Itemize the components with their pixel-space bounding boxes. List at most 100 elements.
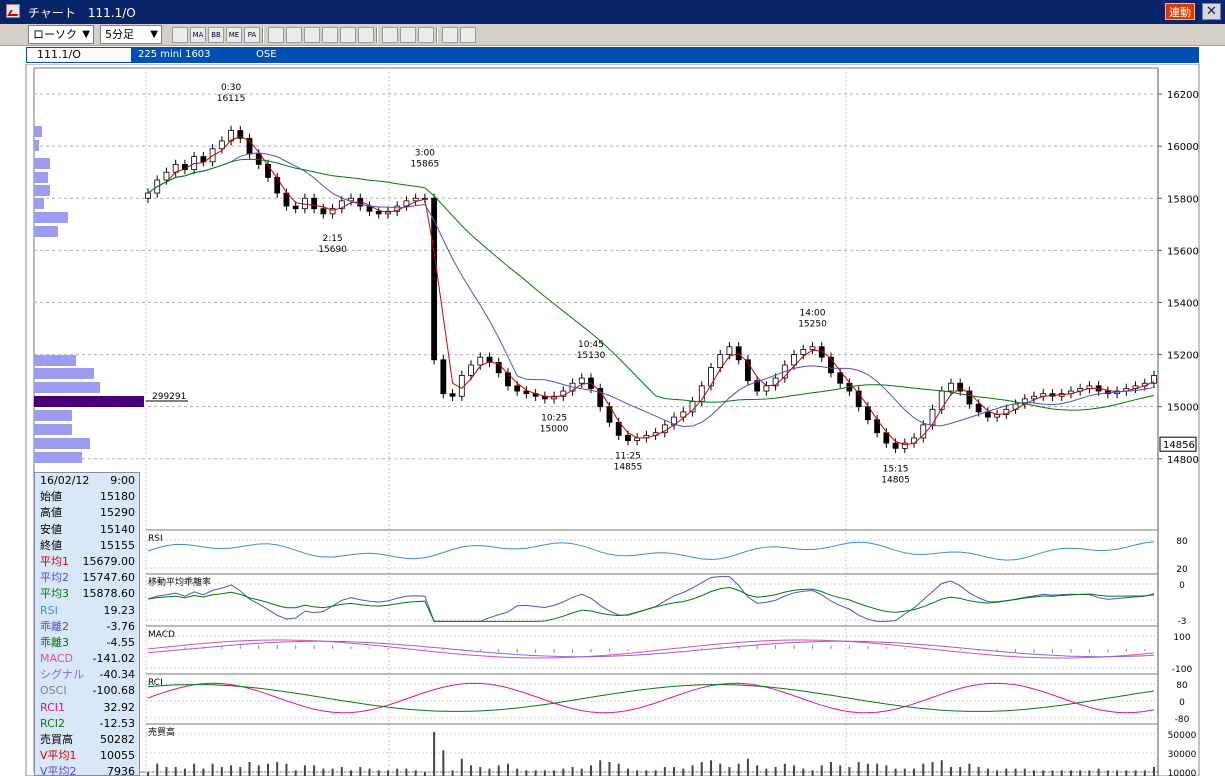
volume-profile-bar [34, 126, 42, 137]
ohlc-label: OSCI [40, 684, 67, 698]
annotation-price-label: 16115 [217, 94, 246, 104]
ohlc-label: V平均1 [40, 749, 77, 763]
candle-body [984, 411, 991, 418]
interval-select[interactable]: 5分足 ▼ [100, 25, 162, 44]
ohlc-label: RSI [40, 603, 58, 617]
pane-tick-label: 50000 [1168, 731, 1197, 741]
chart-type-select[interactable]: ローソク ▼ [28, 25, 94, 44]
calendar-icon[interactable] [340, 27, 356, 43]
candle-body [948, 382, 954, 392]
ma-icon[interactable]: MA [190, 27, 206, 43]
close-icon[interactable]: ✕ [1202, 3, 1221, 20]
candle-body [145, 192, 151, 199]
price-tick-label: 16000 [1167, 142, 1199, 153]
me-icon[interactable]: ME [226, 27, 242, 43]
zoom-icon[interactable] [322, 27, 338, 43]
ohlc-value: 15180 [100, 490, 135, 504]
candle-body [338, 200, 345, 210]
candle-body [265, 163, 271, 178]
candle-body [283, 192, 290, 207]
pa-icon[interactable]: PA [244, 27, 260, 43]
ohlc-row: V平均2 7936 [35, 764, 139, 776]
chevron-down-icon: ▼ [82, 29, 90, 40]
ohlc-value: 10055 [100, 749, 135, 763]
ohlc-label: 安値 [40, 522, 62, 536]
annotation-price-label: 15130 [577, 351, 606, 361]
ohlc-label: 乖離3 [40, 635, 69, 649]
candle-body [745, 359, 751, 382]
price-tick-label: 15400 [1167, 298, 1199, 309]
ohlc-label: 乖離2 [40, 619, 69, 633]
price-tick-label: 15200 [1167, 351, 1199, 362]
volume-profile-bar [34, 212, 68, 223]
candle-body [366, 205, 373, 212]
pane-tick-label: -80 [1175, 715, 1190, 725]
candle-body [883, 432, 890, 444]
rci-line [147, 682, 1155, 714]
bb-icon[interactable]: BB [208, 27, 224, 43]
ohlc-row: 乖離2 -3.76 [35, 619, 139, 635]
kagi-icon[interactable] [304, 27, 320, 43]
ohlc-label: RCI1 [40, 700, 66, 714]
price-chart[interactable]: 16200 16000 15800 15600 15400 15200 15000 14800… [0, 64, 1225, 776]
ohlc-label: シグナル [40, 668, 84, 682]
cursor-icon[interactable] [400, 27, 416, 43]
ohlc-value: 32.92 [103, 700, 136, 714]
ohlc-row: V平均1 10055 [35, 748, 139, 764]
ohlc-value: 7936 [107, 765, 135, 776]
candle-body [440, 359, 447, 395]
candle-body [495, 361, 502, 374]
clear-icon[interactable] [460, 27, 476, 43]
ohlc-value: 50282 [100, 733, 135, 746]
volume-profile-peak-bar [34, 396, 144, 407]
candle-body [237, 130, 244, 139]
price-tick-label: 15600 [1167, 246, 1199, 257]
volume-profile-bar [34, 198, 44, 209]
candle-body [615, 421, 622, 436]
volume-icon[interactable] [358, 27, 374, 43]
line-icon[interactable] [268, 27, 284, 43]
link-button[interactable]: 連動 [1165, 3, 1195, 20]
ohlc-label: 始値 [40, 490, 62, 504]
pane-label: RCI [148, 678, 163, 688]
pane-label: 売買高 [148, 726, 175, 738]
pane-tick-label: 10000 [1168, 769, 1197, 776]
ohlc-row: 始値 15180 [35, 489, 139, 505]
ohlc-label: V平均2 [40, 765, 77, 776]
candle-body [837, 372, 844, 384]
rsi-line [147, 541, 1155, 561]
candle-body [772, 377, 779, 387]
candle-body [901, 442, 908, 449]
candle-body [431, 197, 438, 361]
candle-icon[interactable] [172, 27, 188, 43]
ohlc-row: MACD -141.02 [35, 651, 139, 667]
ohlc-row: 平均1 15679.00 [35, 554, 139, 570]
settings-icon[interactable] [442, 27, 458, 43]
pen-icon[interactable] [382, 27, 398, 43]
candle-body [477, 356, 484, 366]
chart-frame [25, 64, 1200, 776]
ma3-line [147, 158, 1155, 411]
annotation-price-label: 15690 [318, 245, 347, 255]
candle-body [292, 205, 299, 210]
candle-body [920, 424, 927, 439]
eraser-icon[interactable] [418, 27, 434, 43]
price-tick-label: 15800 [1167, 194, 1199, 205]
candle-body [200, 156, 207, 163]
ohlc-label: 平均2 [40, 571, 69, 585]
volume-profile-bar [34, 368, 94, 379]
annotation-time-label: 10:25 [541, 414, 567, 424]
last-price-label: 14856 [1163, 440, 1195, 451]
symbol-info-bar: 111.1/O 225 mini 1603 OSE [26, 47, 1199, 63]
pf-icon[interactable] [286, 27, 302, 43]
ohlc-value: -4.55 [106, 635, 135, 649]
toolbar-separator [436, 27, 438, 43]
ohlc-value: 15290 [100, 506, 135, 520]
candle-body [412, 197, 419, 202]
symbol-name: 225 mini 1603 [138, 49, 211, 60]
ohlc-row: 16/02/12 9:00 [35, 473, 139, 489]
candle-body [855, 390, 862, 408]
ohlc-row: シグナル -40.34 [35, 667, 139, 683]
pane-tick-label: 20 [1176, 565, 1188, 575]
candle-body [726, 346, 733, 355]
